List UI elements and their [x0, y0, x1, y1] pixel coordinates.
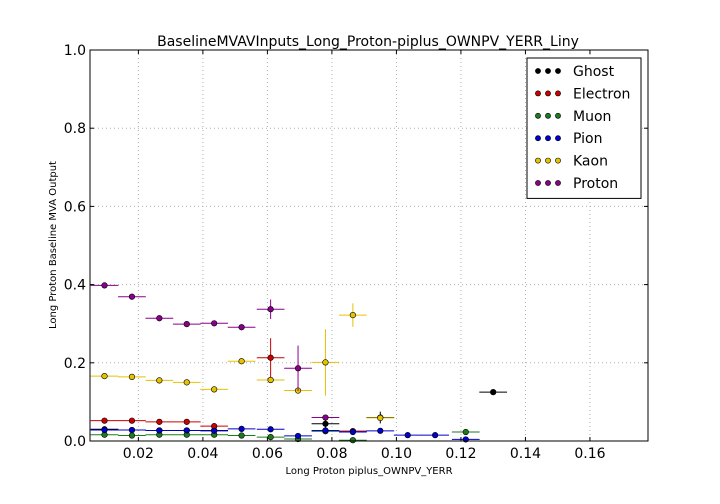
x-axis-label: Long Proton piplus_OWNPV_YERR	[285, 466, 452, 477]
data-point	[377, 414, 384, 422]
legend-label: Pion	[573, 131, 602, 147]
data-point	[128, 293, 136, 300]
data-point	[156, 427, 163, 434]
y-tick-label: 0.2	[64, 356, 86, 372]
data-point	[294, 365, 302, 372]
legend-marker	[555, 68, 561, 74]
series-proton	[90, 282, 340, 421]
x-tick-label: 0.14	[510, 446, 541, 462]
x-tick-label: 0.08	[316, 446, 347, 462]
data-marks	[90, 282, 508, 444]
x-tick-label: 0.10	[381, 446, 412, 462]
data-point	[238, 432, 245, 439]
data-point	[128, 417, 136, 424]
data-point	[377, 427, 384, 434]
legend-label: Kaon	[573, 154, 608, 170]
data-point	[322, 414, 329, 421]
legend-marker	[545, 68, 551, 74]
legend-marker	[545, 157, 551, 164]
legend-marker	[555, 180, 561, 186]
legend-label: Proton	[573, 176, 618, 192]
series-pion	[90, 425, 480, 443]
data-point	[183, 320, 190, 328]
data-point	[238, 324, 245, 331]
data-point	[156, 418, 163, 425]
legend-marker	[555, 112, 561, 119]
legend-box	[526, 57, 642, 199]
legend-label: Electron	[573, 86, 630, 102]
data-point	[101, 417, 108, 424]
data-point	[267, 433, 274, 441]
series-kaon	[90, 303, 395, 422]
legend-marker	[545, 135, 551, 142]
data-point	[349, 428, 356, 436]
legend-marker	[545, 112, 551, 119]
data-point	[349, 437, 356, 444]
data-point	[128, 432, 136, 439]
y-tick-label: 0.0	[64, 434, 86, 450]
data-point	[211, 386, 218, 393]
data-point	[267, 426, 274, 433]
y-tick-label: 0.6	[64, 199, 86, 215]
data-point	[128, 373, 136, 380]
data-point	[183, 427, 190, 434]
data-point	[432, 432, 439, 439]
series-ghost	[90, 389, 508, 435]
data-point	[183, 418, 190, 425]
y-tick-label: 1.0	[64, 43, 86, 59]
data-point	[490, 389, 497, 396]
legend-marker	[555, 90, 561, 97]
x-tick-label: 0.16	[574, 446, 605, 462]
x-tick-label: 0.12	[445, 446, 476, 462]
data-point	[267, 354, 274, 361]
legend-marker	[535, 112, 541, 119]
data-point	[322, 359, 329, 366]
data-point	[238, 358, 245, 365]
data-point	[462, 428, 469, 436]
chart-title: BaselineMVAVInputs_Long_Proton-piplus_OW…	[157, 34, 579, 50]
x-tick-label: 0.02	[123, 446, 154, 462]
data-point	[101, 372, 108, 380]
legend-label: Ghost	[573, 64, 615, 80]
legend-marker	[535, 135, 541, 142]
data-point	[211, 427, 218, 434]
data-point	[128, 426, 136, 434]
data-point	[238, 425, 245, 432]
data-point	[322, 420, 329, 427]
data-point	[267, 306, 274, 313]
legend-marker	[555, 135, 561, 142]
data-point	[404, 432, 411, 439]
data-point	[183, 379, 190, 386]
legend-marker	[535, 157, 541, 164]
data-point	[322, 427, 329, 434]
data-point	[156, 315, 163, 322]
data-point	[156, 377, 163, 384]
x-tick-label: 0.06	[252, 446, 283, 462]
legend: Ghost Electron Muon Pion Kaon Proton	[526, 57, 642, 199]
data-point	[211, 320, 218, 327]
legend-marker	[545, 90, 551, 97]
legend-label: Muon	[573, 109, 611, 125]
axis-ticks: 0.02 0.04 0.06 0.08 0.10 0.12 0.14 0.16 0.0 0.2 0.…	[64, 43, 648, 462]
legend-marker	[535, 90, 541, 97]
data-point	[349, 311, 356, 319]
y-tick-label: 0.8	[64, 121, 86, 137]
plot-frame	[89, 49, 649, 442]
legend-marker	[535, 180, 541, 186]
legend-marker	[555, 157, 561, 164]
data-point	[101, 282, 108, 289]
data-point	[267, 376, 274, 384]
legend-marker	[545, 180, 551, 186]
x-tick-label: 0.04	[187, 446, 218, 462]
y-tick-label: 0.4	[64, 278, 86, 294]
data-point	[294, 432, 302, 440]
legend-marker	[535, 68, 541, 74]
data-point	[101, 426, 108, 434]
y-axis-label: Long Proton Baseline MVA Output	[48, 161, 59, 329]
